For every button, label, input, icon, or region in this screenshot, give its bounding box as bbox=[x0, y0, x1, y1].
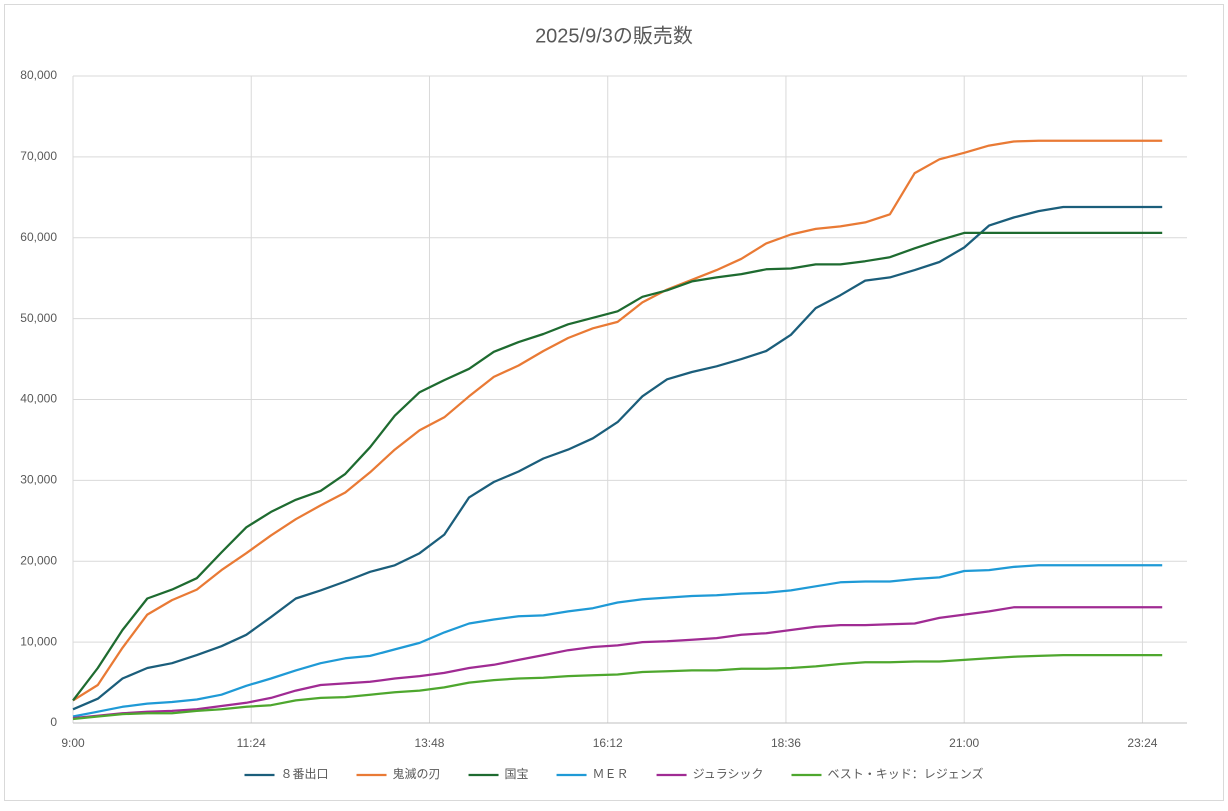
chart-title: 2025/9/3の販売数 bbox=[535, 24, 693, 47]
y-tick-label: 70,000 bbox=[20, 149, 57, 163]
y-tick-label: 30,000 bbox=[20, 473, 57, 487]
y-tick-label: 0 bbox=[50, 715, 57, 729]
legend-label: 鬼滅の刃 bbox=[393, 766, 441, 781]
y-tick-label: 80,000 bbox=[20, 68, 57, 82]
x-tick-label: 21:00 bbox=[949, 736, 979, 750]
legend-label: 国宝 bbox=[505, 767, 529, 781]
y-tick-label: 60,000 bbox=[20, 230, 57, 244]
x-tick-label: 23:24 bbox=[1127, 736, 1157, 750]
series-line bbox=[72, 606, 1163, 720]
legend-label: ８番出口 bbox=[281, 767, 329, 781]
chart-border bbox=[4, 4, 1224, 801]
legend-label: ＭＥＲ bbox=[593, 767, 629, 781]
x-tick-label: 11:24 bbox=[237, 736, 266, 750]
x-tick-label: 16:12 bbox=[593, 736, 623, 750]
y-tick-label: 40,000 bbox=[20, 392, 57, 406]
legend-label: ジュラシック bbox=[693, 767, 764, 781]
y-tick-label: 20,000 bbox=[20, 553, 57, 567]
series-line bbox=[72, 653, 1163, 721]
series-line bbox=[72, 139, 1163, 702]
y-tick-label: 10,000 bbox=[20, 634, 57, 648]
series-line bbox=[72, 564, 1163, 718]
y-tick-label: 50,000 bbox=[20, 311, 57, 325]
legend-label: ベスト・キッド：レジェンズ bbox=[827, 766, 983, 781]
series-line bbox=[72, 231, 1163, 702]
x-tick-label: 9:00 bbox=[61, 736, 85, 750]
x-tick-label: 13:48 bbox=[414, 736, 444, 750]
x-tick-label: 18:36 bbox=[771, 736, 801, 750]
